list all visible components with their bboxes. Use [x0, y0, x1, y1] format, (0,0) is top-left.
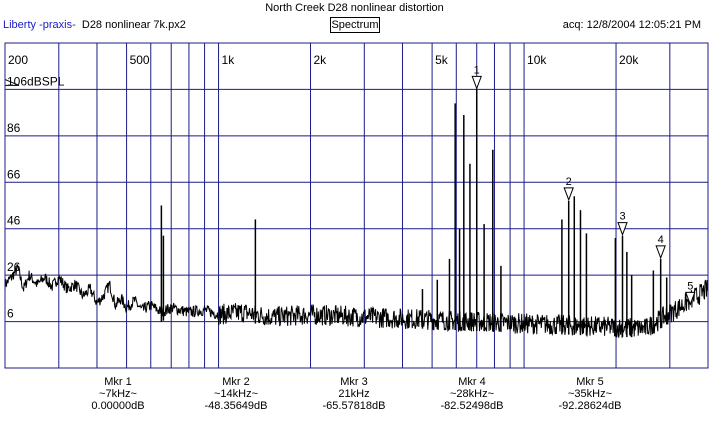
x-tick-label: 500 — [130, 53, 150, 67]
x-tick-label: 5k — [435, 53, 449, 67]
marker-number: 3 — [619, 211, 625, 223]
x-tick-label: 20k — [619, 53, 639, 67]
marker-readout-freq: ~35kHz~ — [567, 388, 613, 400]
y-tick-label: 6 — [7, 307, 14, 321]
marker-readout-name: Mkr 3 — [340, 376, 368, 388]
y-tick-label: 86 — [7, 121, 21, 135]
marker-readout-name: Mkr 2 — [222, 376, 250, 388]
marker-readout-value: -48.35649dB — [204, 400, 268, 412]
reference-level-indicator — [4, 78, 20, 86]
marker-readout-value: -65.57818dB — [322, 400, 386, 412]
x-tick-label: 10k — [527, 53, 547, 67]
x-tick-label: 1k — [222, 53, 236, 67]
harmonic-peaks — [160, 89, 668, 338]
app-name: Liberty -praxis- — [3, 19, 76, 31]
marker-triangle — [471, 75, 482, 90]
marker-number: 2 — [566, 176, 572, 188]
noise-floor-trace — [4, 264, 709, 338]
marker-readout-freq: ~28kHz~ — [449, 388, 495, 400]
marker-readout-value: 0.00000dB — [91, 400, 145, 412]
marker-readout-freq: ~14kHz~ — [213, 388, 259, 400]
marker-readout-name: Mkr 1 — [104, 376, 132, 388]
marker-triangle — [685, 291, 696, 306]
x-tick-label: 2k — [314, 53, 328, 67]
marker-readout-freq: ~7kHz~ — [99, 388, 137, 400]
marker-readout-name: Mkr 5 — [576, 376, 604, 388]
markers: 1 2 3 4 5 — [471, 64, 696, 306]
marker-readout-1: Mkr 1 ~7kHz~ 0.00000dB — [63, 376, 173, 412]
marker-number: 4 — [658, 234, 664, 246]
chart-title: North Creek D28 nonlinear distortion — [265, 2, 444, 14]
acquisition-time: acq: 12/8/2004 12:05:21 PM — [562, 19, 701, 31]
spectrum-button[interactable]: Spectrum — [330, 17, 380, 33]
marker-readout-5: Mkr 5 ~35kHz~ -92.28624dB — [535, 376, 645, 412]
y-tick-label: 46 — [7, 214, 21, 228]
noise-floor-line — [4, 264, 709, 338]
y-tick-label: 26 — [7, 260, 21, 274]
file-info: Liberty -praxis- D28 nonlinear 7k.px2 — [3, 19, 186, 31]
y-tick-label: 106dBSPL — [7, 74, 65, 88]
marker-readout-name: Mkr 4 — [458, 376, 486, 388]
marker-readout-4: Mkr 4 ~28kHz~ -82.52498dB — [417, 376, 527, 412]
marker-triangle — [563, 187, 574, 202]
marker-triangle — [617, 222, 628, 237]
marker-number: 5 — [687, 280, 693, 292]
marker-triangle — [655, 245, 666, 260]
marker-readout-value: -92.28624dB — [558, 400, 622, 412]
marker-readout-value: -82.52498dB — [440, 400, 504, 412]
spectrum-chart: 200 500 1k 2k 5k 10k 20k 106dBSPL 86 66 46 26 6 1 2 3… — [4, 42, 709, 369]
marker-readout-freq: 21kHz — [338, 388, 370, 400]
plot-frame — [4, 42, 709, 369]
y-tick-label: 66 — [7, 167, 21, 181]
y-axis-tick-labels: 106dBSPL 86 66 46 26 6 — [4, 74, 65, 321]
marker-readout-3: Mkr 3 21kHz -65.57818dB — [299, 376, 409, 412]
x-axis-tick-labels: 200 500 1k 2k 5k 10k 20k — [8, 53, 639, 67]
grid-lines — [4, 43, 709, 368]
marker-readout-2: Mkr 2 ~14kHz~ -48.35649dB — [181, 376, 291, 412]
x-tick-label: 200 — [8, 53, 28, 67]
marker-number: 1 — [474, 64, 480, 76]
file-name: D28 nonlinear 7k.px2 — [81, 19, 186, 31]
